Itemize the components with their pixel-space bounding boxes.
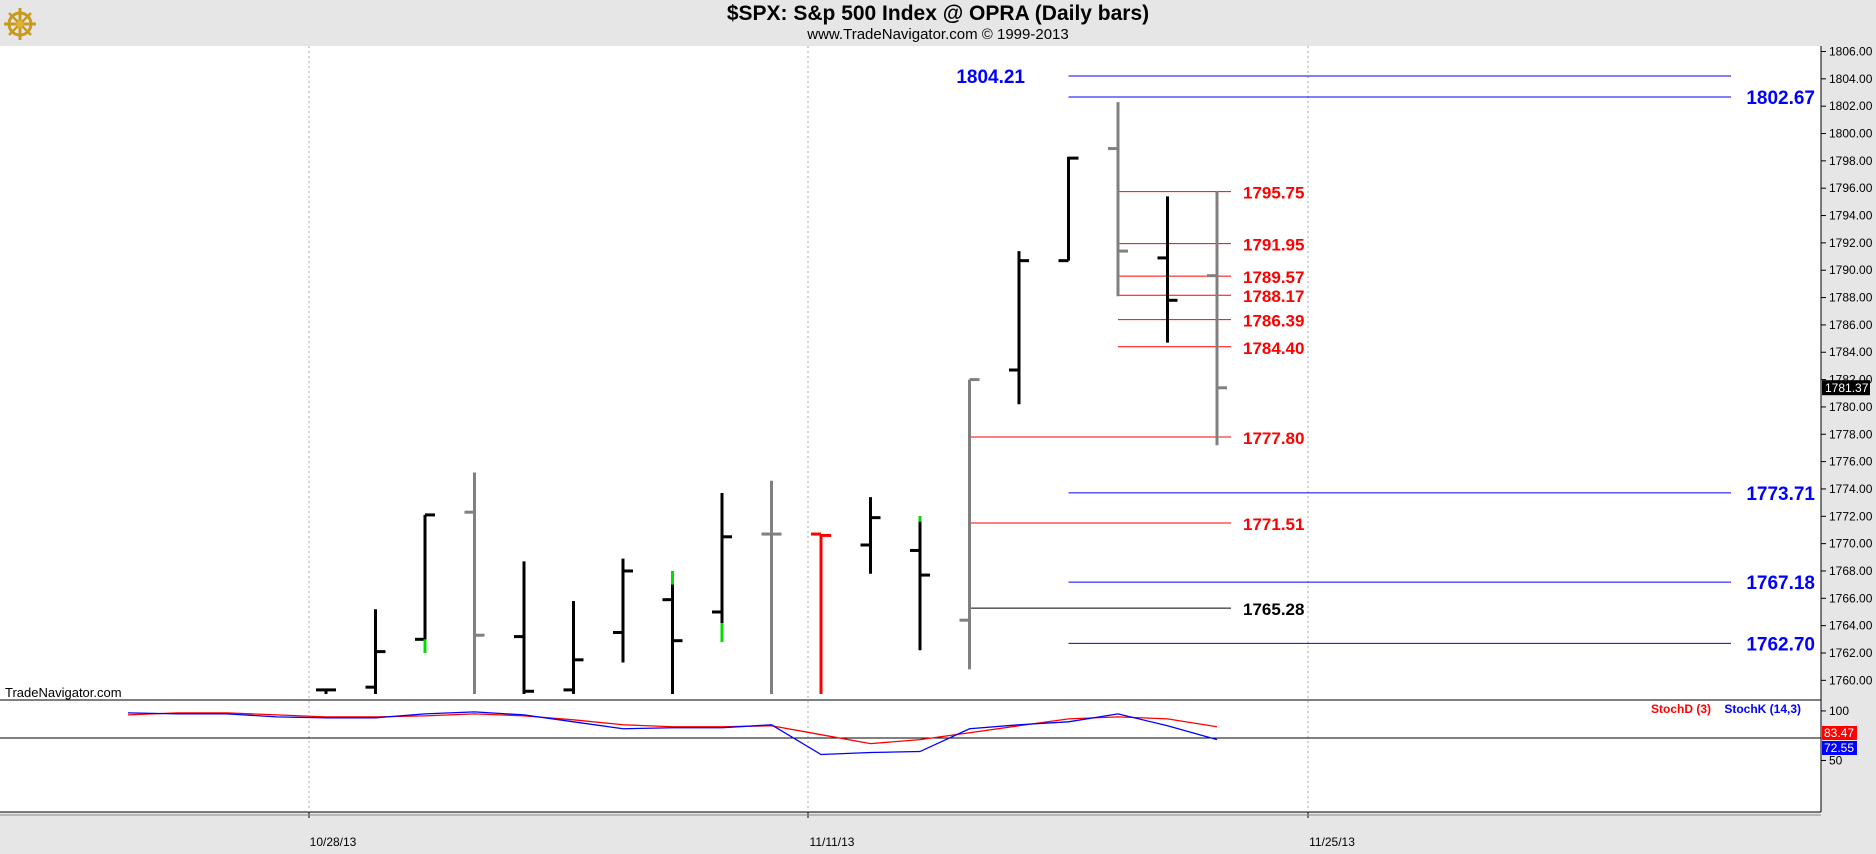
level-label: 1791.95: [1243, 236, 1304, 255]
y-tick-label: 1784.00: [1829, 345, 1873, 359]
stoch-y-label: 100: [1829, 704, 1849, 718]
level-label: 1765.28: [1243, 600, 1304, 619]
stoch-y-label: 50: [1829, 753, 1843, 767]
x-tick-label: 11/11/13: [810, 835, 855, 849]
level-label: 1795.75: [1243, 184, 1304, 203]
y-tick-label: 1764.00: [1829, 619, 1873, 633]
last-price-box: [1822, 380, 1870, 396]
watermark-text: TradeNavigator.com: [5, 685, 122, 700]
y-tick-label: 1780.00: [1829, 400, 1873, 414]
y-tick-label: 1772.00: [1829, 509, 1873, 523]
y-tick-label: 1786.00: [1829, 318, 1873, 332]
x-axis-panel: [0, 812, 1876, 854]
y-tick-label: 1776.00: [1829, 455, 1873, 469]
y-tick-label: 1778.00: [1829, 427, 1873, 441]
ship-wheel-logo-icon: [4, 8, 36, 40]
stochd-value-box: [1822, 726, 1857, 740]
y-axis-panel: [1821, 46, 1876, 854]
level-label: 1788.17: [1243, 287, 1304, 306]
y-tick-label: 1770.00: [1829, 537, 1873, 551]
y-tick-label: 1768.00: [1829, 564, 1873, 578]
legend-stochk: StochK (14,3): [1724, 702, 1801, 716]
stochk-value-box: [1822, 741, 1857, 755]
y-tick-label: 1762.00: [1829, 646, 1873, 660]
y-tick-label: 1774.00: [1829, 482, 1873, 496]
level-label: 1784.40: [1243, 339, 1304, 358]
legend-stochd: StochD (3): [1651, 702, 1711, 716]
y-tick-label: 1804.00: [1829, 72, 1873, 86]
level-label: 1771.51: [1243, 515, 1304, 534]
y-tick-label: 1766.00: [1829, 591, 1873, 605]
chart-subtitle: www.TradeNavigator.com © 1999-2013: [807, 26, 1069, 43]
y-tick-label: 1760.00: [1829, 673, 1873, 687]
y-tick-label: 1788.00: [1829, 291, 1873, 305]
level-label: 1789.57: [1243, 268, 1304, 287]
y-tick-label: 1800.00: [1829, 127, 1873, 141]
header-bar: [0, 0, 1876, 46]
y-tick-label: 1792.00: [1829, 236, 1873, 250]
last-price-label: 1781.37: [1825, 381, 1869, 395]
chart-title: $SPX: S&p 500 Index @ OPRA (Daily bars): [726, 2, 1150, 25]
level-label: 1762.70: [1746, 634, 1815, 655]
level-label: 1773.71: [1746, 484, 1815, 505]
y-tick-label: 1806.00: [1829, 45, 1873, 59]
stochk-value: 72.55: [1824, 741, 1854, 755]
y-tick-label: 1794.00: [1829, 209, 1873, 223]
y-tick-label: 1798.00: [1829, 154, 1873, 168]
level-label: 1804.21: [956, 67, 1025, 88]
y-tick-label: 1796.00: [1829, 181, 1873, 195]
y-tick-label: 1802.00: [1829, 99, 1873, 113]
level-label: 1767.18: [1746, 573, 1815, 594]
level-label: 1777.80: [1243, 429, 1304, 448]
level-label: 1802.67: [1746, 88, 1815, 109]
x-tick-label: 10/28/13: [310, 835, 357, 849]
stochd-value: 83.47: [1824, 726, 1854, 740]
y-tick-label: 1790.00: [1829, 263, 1873, 277]
x-tick-label: 11/25/13: [1309, 835, 1355, 849]
stoch-line: [127, 711, 1218, 756]
level-label: 1786.39: [1243, 312, 1304, 331]
